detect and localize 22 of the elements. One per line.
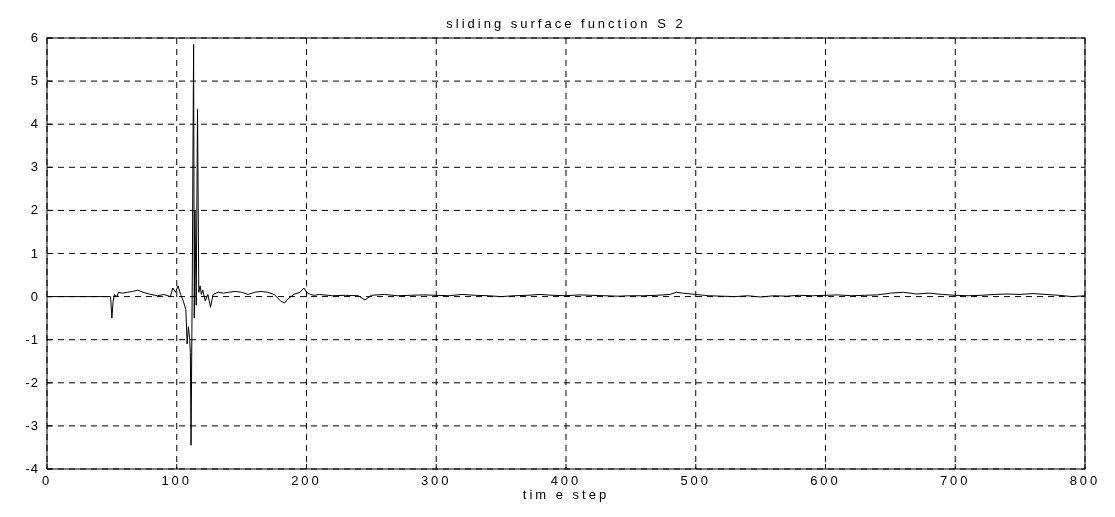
y-tick-label: -2 — [25, 374, 39, 390]
y-tick-label: -1 — [25, 331, 39, 347]
x-tick-label: 500 — [680, 473, 712, 488]
x-tick-label: 800 — [1069, 473, 1101, 488]
y-tick-label: 5 — [30, 73, 39, 89]
x-axis-title: tim e step — [522, 487, 610, 502]
y-tick-label: 1 — [30, 245, 39, 261]
y-tick-label: 6 — [30, 30, 39, 45]
x-tick-label: 0 — [41, 473, 53, 488]
y-tick-label: -4 — [25, 461, 39, 476]
y-tick-label: -3 — [25, 417, 39, 433]
y-tick-label: 0 — [30, 288, 39, 304]
y-tick-label: 4 — [30, 116, 39, 132]
y-tick-label: 3 — [30, 159, 39, 175]
y-tick-label: 2 — [30, 202, 39, 218]
x-tick-label: 400 — [550, 473, 582, 488]
x-tick-label: 300 — [420, 473, 452, 488]
x-tick-label: 700 — [939, 473, 971, 488]
x-tick-label: 600 — [810, 473, 841, 488]
x-tick-label: 100 — [161, 473, 193, 488]
x-tick-label: 200 — [291, 473, 322, 488]
chart-title: sliding surface function S 2 — [446, 16, 686, 31]
